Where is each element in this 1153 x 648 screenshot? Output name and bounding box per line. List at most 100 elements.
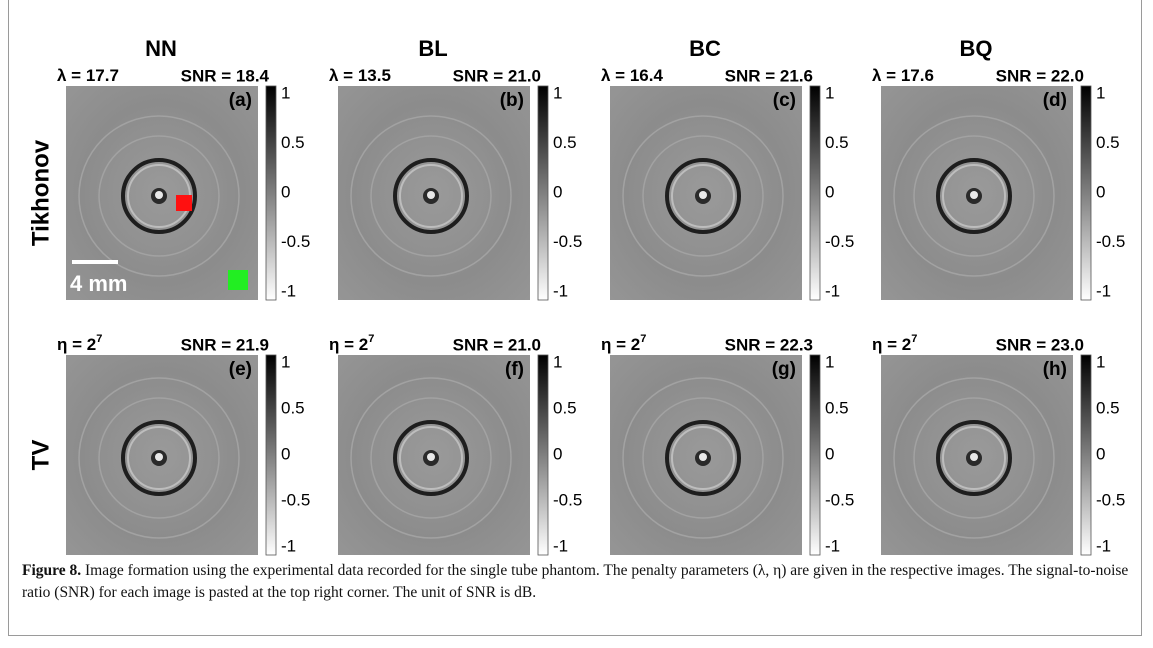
tube-center <box>699 191 707 199</box>
roi-signal <box>176 195 192 211</box>
panel-tag: (a) <box>229 90 252 111</box>
colorbar-tick-label: 0.5 <box>1096 133 1120 152</box>
colorbar-tick-label: 0 <box>825 182 834 201</box>
scale-bar-label: 4 mm <box>70 271 127 296</box>
tube-wall <box>393 158 469 234</box>
panel-tag: (f) <box>505 359 524 380</box>
colorbar-tick-label: 0 <box>825 444 834 463</box>
tube-center <box>699 453 707 461</box>
caption: Figure 8. Image formation using the expe… <box>22 560 1132 604</box>
tube-wall-inner <box>671 426 735 490</box>
tube-wall-inner <box>399 164 463 228</box>
parameter: η = 27 <box>872 333 917 355</box>
colorbar-tick-label: 0 <box>281 444 290 463</box>
colorbar <box>265 354 277 556</box>
caption-text: Image formation using the experimental d… <box>22 562 1129 601</box>
tube-center <box>427 191 435 199</box>
colorbar-tick-label: 1 <box>1096 83 1105 102</box>
snr: SNR = 23.0 <box>996 335 1084 354</box>
colorbar-tick-label: -1 <box>1096 281 1111 300</box>
colorbar <box>265 85 277 301</box>
panel-tag: (e) <box>229 359 252 380</box>
parameter-exponent: 7 <box>368 333 374 345</box>
tube-center <box>970 191 978 199</box>
figure: NN BL BC BQ Tikhonov λ = 17.7 SNR = 18.4 (a) 1 0.… <box>27 36 1125 556</box>
parameter: η = 27 <box>57 333 102 355</box>
panel-tag: (d) <box>1043 90 1067 111</box>
colorbar-tick-label: 0.5 <box>825 398 849 417</box>
ring-artifact <box>370 135 492 257</box>
colorbar-tick-label: 0.5 <box>553 398 577 417</box>
tube-wall <box>665 158 741 234</box>
parameter-text: η = 2 <box>57 335 96 354</box>
colorbar-tick-label: 1 <box>1096 352 1105 371</box>
colorbar-tick-label: 1 <box>281 352 290 371</box>
tube-wall <box>936 420 1012 496</box>
ring-artifact <box>370 397 492 519</box>
ring-artifact <box>622 377 784 539</box>
colorbar <box>1080 85 1092 301</box>
colorbar-tick-label: -0.5 <box>825 490 854 509</box>
tube-wall <box>665 420 741 496</box>
colorbar-tick-label: 0.5 <box>825 133 849 152</box>
snr: SNR = 21.6 <box>725 66 813 85</box>
colorbar-tick-label: 0.5 <box>281 398 305 417</box>
colorbar-tick-label: -0.5 <box>1096 490 1125 509</box>
tube-wall-inner <box>671 164 735 228</box>
caption-label: Figure 8. <box>22 562 82 579</box>
snr: SNR = 21.0 <box>453 335 541 354</box>
colorbar-tick-label: 0 <box>1096 182 1105 201</box>
parameter-text: λ = 16.4 <box>601 66 663 85</box>
colorbar-tick-label: 1 <box>553 83 562 102</box>
snr: SNR = 22.3 <box>725 335 813 354</box>
colorbar-tick-label: 1 <box>825 83 834 102</box>
parameter-exponent: 7 <box>640 333 646 345</box>
colorbar <box>809 85 821 301</box>
colorbar <box>537 354 549 556</box>
column-header: BC <box>689 36 721 61</box>
panel-tag: (c) <box>773 90 796 111</box>
tube-wall <box>121 420 197 496</box>
tube-center <box>970 453 978 461</box>
colorbar-tick-label: 0.5 <box>1096 398 1120 417</box>
parameter-text: λ = 17.7 <box>57 66 119 85</box>
colorbar-tick-label: -0.5 <box>1096 232 1125 251</box>
ring-artifact <box>642 135 764 257</box>
parameter-text: η = 2 <box>329 335 368 354</box>
colorbar-tick-label: 0 <box>1096 444 1105 463</box>
parameter: λ = 17.7 <box>57 66 119 85</box>
colorbar-tick-label: -0.5 <box>281 232 310 251</box>
parameter-text: λ = 17.6 <box>872 66 934 85</box>
colorbar-tick-label: -1 <box>553 281 568 300</box>
parameter: λ = 16.4 <box>601 66 663 85</box>
column-header: BQ <box>960 36 993 61</box>
parameter-text: λ = 13.5 <box>329 66 391 85</box>
panel-tag: (h) <box>1043 359 1067 380</box>
parameter: η = 27 <box>601 333 646 355</box>
panel-tag: (g) <box>772 359 796 380</box>
tube-wall-inner <box>127 426 191 490</box>
parameter-exponent: 7 <box>96 333 102 345</box>
row-label: TV <box>27 440 54 471</box>
ring-artifact <box>98 135 220 257</box>
tube-wall-inner <box>942 426 1006 490</box>
colorbar-tick-label: -1 <box>1096 536 1111 555</box>
colorbar-tick-label: -1 <box>281 536 296 555</box>
colorbar-tick-label: 0 <box>553 444 562 463</box>
ring-artifact <box>78 115 240 277</box>
colorbar-tick-label: 1 <box>825 352 834 371</box>
tube-wall-inner <box>942 164 1006 228</box>
parameter-text: η = 2 <box>601 335 640 354</box>
ring-artifact <box>913 397 1035 519</box>
ring-artifact <box>893 377 1055 539</box>
ring-artifact <box>893 115 1055 277</box>
ring-artifact <box>98 397 220 519</box>
roi-noise <box>228 270 248 290</box>
tube-wall <box>121 158 197 234</box>
colorbar <box>1080 354 1092 556</box>
colorbar-tick-label: -0.5 <box>281 490 310 509</box>
parameter: η = 27 <box>329 333 374 355</box>
colorbar-tick-label: -0.5 <box>553 490 582 509</box>
snr: SNR = 22.0 <box>996 66 1084 85</box>
